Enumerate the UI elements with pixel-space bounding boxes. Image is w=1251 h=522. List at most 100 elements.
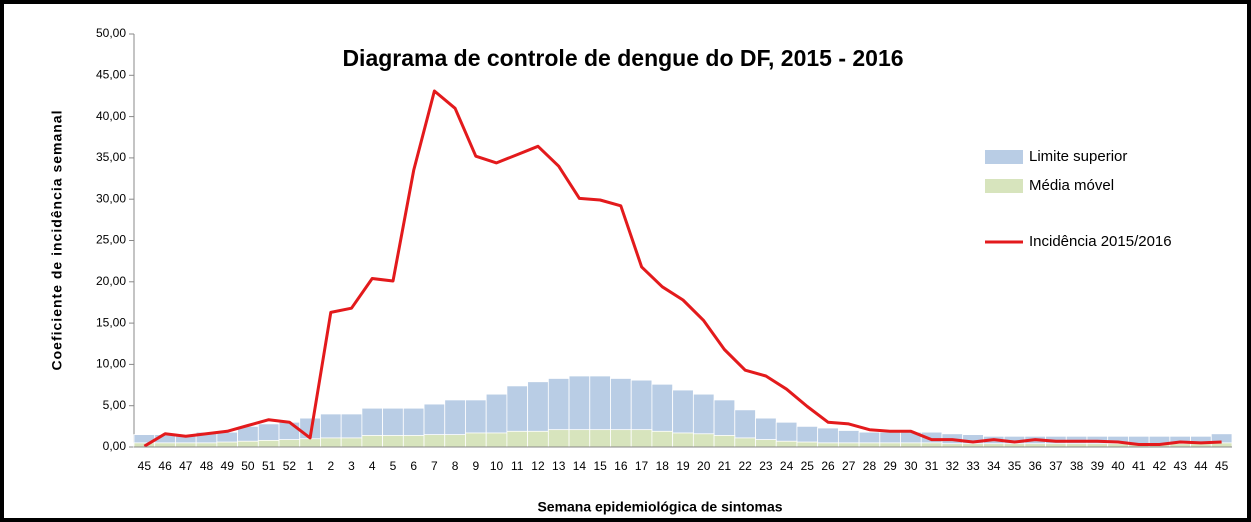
bar [547, 429, 570, 448]
y-tick-label: 50,00 [96, 26, 126, 40]
bar [672, 432, 694, 448]
y-tick-label: 30,00 [96, 191, 126, 205]
bar [837, 442, 860, 448]
y-axis-label: Coeficiente de incidência semanal [49, 110, 65, 371]
x-tick-label: 27 [842, 459, 856, 473]
x-tick-label: 37 [1049, 459, 1063, 473]
x-tick-label: 24 [780, 459, 794, 473]
x-tick-label: 11 [511, 459, 524, 473]
y-tick-label: 20,00 [96, 274, 126, 288]
bar [755, 439, 777, 448]
bar [299, 438, 321, 448]
x-tick-label: 33 [966, 459, 980, 473]
y-tick-label: 45,00 [96, 67, 126, 81]
x-tick-label: 21 [718, 459, 732, 473]
x-tick-label: 45 [138, 459, 152, 473]
x-tick-label: 44 [1194, 459, 1208, 473]
legend-label: Limite superior [1029, 148, 1127, 165]
x-tick-label: 13 [552, 459, 566, 473]
x-tick-label: 16 [614, 459, 628, 473]
x-tick-label: 43 [1174, 459, 1188, 473]
x-tick-label: 42 [1153, 459, 1167, 473]
bar [879, 442, 901, 448]
legend-label: Média móvel [1029, 177, 1114, 194]
x-tick-label: 48 [200, 459, 214, 473]
x-tick-label: 17 [635, 459, 649, 473]
bar [692, 433, 715, 448]
x-tick-label: 45 [1215, 459, 1229, 473]
x-tick-label: 35 [1008, 459, 1022, 473]
bar [734, 437, 756, 448]
bar [920, 442, 943, 448]
bar [610, 429, 632, 448]
y-tick-label: 0,00 [103, 439, 127, 453]
bar [713, 435, 736, 448]
chart-title: Diagrama de controle de dengue do DF, 20… [342, 45, 903, 71]
bar [589, 429, 611, 448]
x-tick-label: 19 [676, 459, 690, 473]
x-tick-label: 2 [327, 459, 334, 473]
legend-swatch [985, 150, 1023, 164]
bar [568, 429, 591, 448]
x-tick-label: 29 [883, 459, 897, 473]
x-axis-label: Semana epidemiológica de sintomas [537, 499, 782, 515]
bar [630, 429, 653, 448]
x-tick-label: 39 [1091, 459, 1105, 473]
x-tick-label: 25 [801, 459, 815, 473]
bar [216, 441, 238, 448]
x-tick-label: 3 [348, 459, 355, 473]
bar [195, 442, 218, 448]
x-tick-label: 47 [179, 459, 193, 473]
x-tick-label: 18 [656, 459, 670, 473]
y-tick-label: 35,00 [96, 150, 126, 164]
x-tick-label: 50 [241, 459, 255, 473]
y-tick-label: 15,00 [96, 315, 126, 329]
bar [858, 442, 881, 448]
x-tick-label: 14 [573, 459, 587, 473]
bar [361, 435, 384, 448]
x-tick-label: 41 [1132, 459, 1146, 473]
bar [423, 434, 446, 448]
legend-swatch [985, 179, 1023, 193]
bar [402, 435, 425, 448]
legend-label: Incidência 2015/2016 [1029, 233, 1172, 250]
x-tick-label: 15 [593, 459, 607, 473]
x-tick-label: 51 [262, 459, 276, 473]
x-tick-label: 34 [987, 459, 1001, 473]
y-tick-label: 5,00 [103, 398, 127, 412]
x-tick-label: 46 [158, 459, 172, 473]
bar [485, 432, 508, 448]
x-tick-label: 8 [452, 459, 459, 473]
bar [340, 437, 363, 448]
y-tick-label: 25,00 [96, 233, 126, 247]
line [143, 89, 1222, 448]
bar [651, 430, 674, 448]
x-tick-label: 20 [697, 459, 711, 473]
bar [444, 434, 466, 448]
y-tick-label: 40,00 [96, 109, 126, 123]
x-tick-label: 6 [410, 459, 417, 473]
x-tick-label: 22 [738, 459, 752, 473]
bar [237, 440, 259, 448]
bar [775, 440, 798, 448]
x-tick-label: 26 [821, 459, 835, 473]
bar [900, 442, 922, 448]
x-tick-label: 31 [925, 459, 939, 473]
x-tick-label: 12 [531, 459, 545, 473]
x-tick-label: 40 [1111, 459, 1125, 473]
bar [154, 442, 176, 448]
bar [796, 441, 819, 448]
y-tick-label: 10,00 [96, 357, 126, 371]
x-tick-label: 5 [390, 459, 397, 473]
x-tick-label: 32 [946, 459, 960, 473]
x-tick-label: 23 [759, 459, 773, 473]
bar [257, 439, 280, 448]
x-tick-label: 10 [490, 459, 504, 473]
x-tick-label: 9 [472, 459, 479, 473]
x-tick-label: 38 [1070, 459, 1084, 473]
bar [527, 430, 549, 448]
x-tick-label: 49 [221, 459, 235, 473]
bar [382, 435, 404, 448]
x-tick-label: 4 [369, 459, 376, 473]
